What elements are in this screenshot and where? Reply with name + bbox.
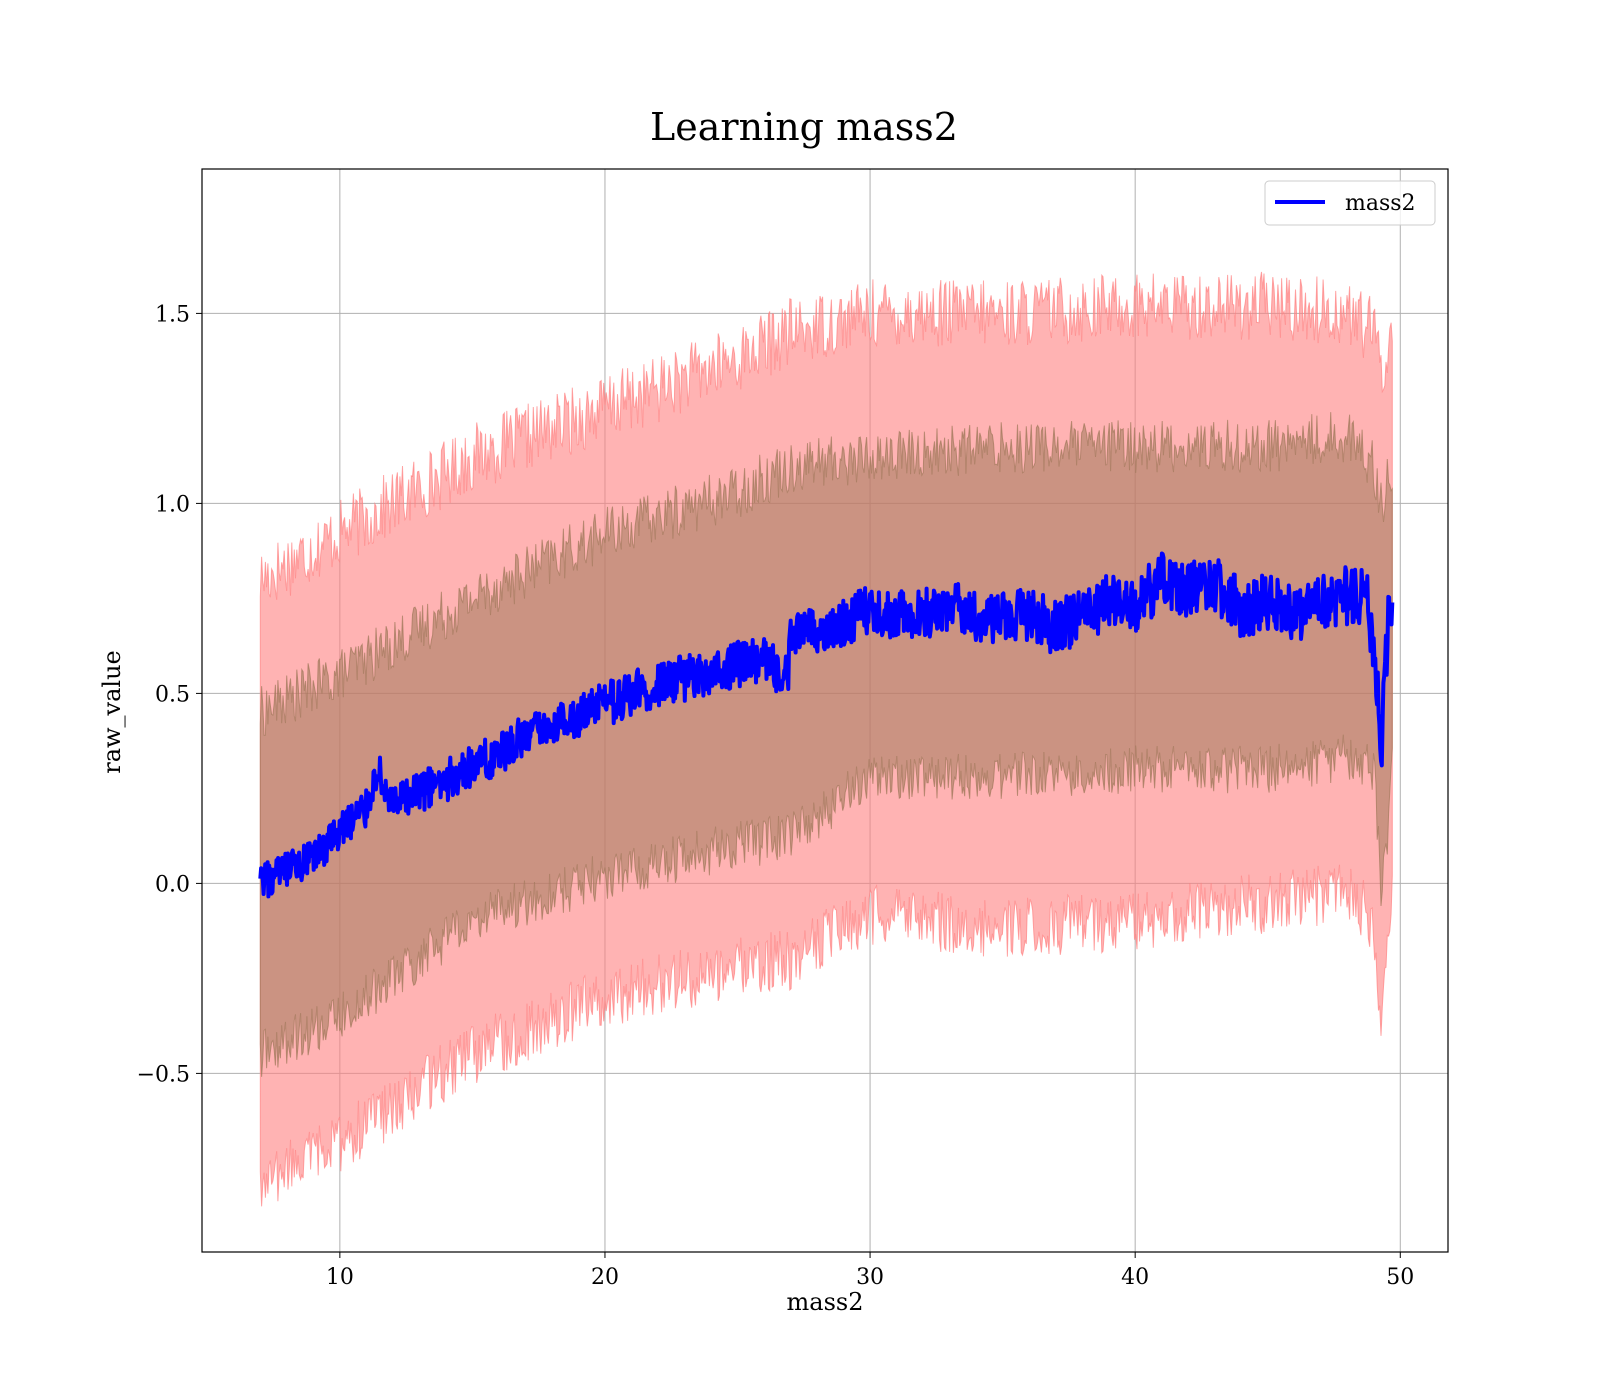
y-tick-label: −0.5 xyxy=(137,1062,190,1087)
legend: mass2 xyxy=(1264,180,1436,226)
plot-area xyxy=(201,168,1449,1253)
plot-frame xyxy=(201,168,1449,1253)
y-axis-label: raw_value xyxy=(98,650,126,774)
x-tick-label: 40 xyxy=(1121,1265,1149,1290)
x-tick-label: 10 xyxy=(326,1265,354,1290)
y-axis-ticks: −0.5 0.0 0.5 1.0 1.5 xyxy=(137,302,202,1087)
chart-title: Learning mass2 xyxy=(650,105,958,149)
x-tick-label: 30 xyxy=(856,1265,884,1290)
y-tick-label: 0.0 xyxy=(155,872,190,897)
confidence-bands xyxy=(259,271,1393,1207)
y-tick-label: 1.5 xyxy=(155,302,190,327)
band-inner xyxy=(259,412,1393,1077)
legend-box xyxy=(1264,180,1436,226)
series-lines xyxy=(258,551,1395,899)
x-tick-label: 50 xyxy=(1386,1265,1414,1290)
x-axis-ticks: 10 20 30 40 50 xyxy=(326,1252,1414,1290)
x-axis-label: mass2 xyxy=(787,1288,864,1316)
y-tick-label: 1.0 xyxy=(155,492,190,517)
x-tick-label: 20 xyxy=(591,1265,619,1290)
legend-label: mass2 xyxy=(1345,191,1416,216)
y-tick-label: 0.5 xyxy=(155,682,190,707)
series-line-mass2 xyxy=(258,551,1395,899)
